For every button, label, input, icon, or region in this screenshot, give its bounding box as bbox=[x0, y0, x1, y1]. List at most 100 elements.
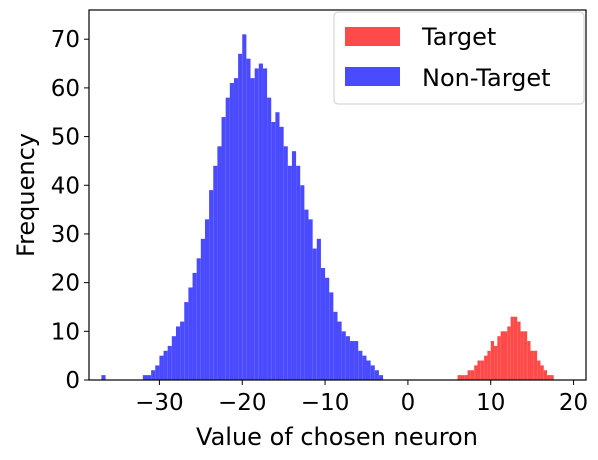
bar-non-target bbox=[362, 355, 367, 380]
bar-non-target bbox=[279, 126, 284, 380]
bar-non-target bbox=[250, 78, 255, 380]
y-tick-label: 60 bbox=[51, 76, 80, 102]
bar-non-target bbox=[354, 341, 359, 380]
bar-non-target bbox=[341, 331, 346, 380]
y-tick-label: 50 bbox=[51, 125, 80, 151]
bar-target bbox=[537, 360, 541, 380]
bar-target bbox=[520, 331, 524, 380]
bar-non-target bbox=[333, 311, 338, 380]
bar-non-target bbox=[345, 336, 350, 380]
bar-non-target bbox=[287, 165, 292, 380]
bar-non-target bbox=[246, 58, 251, 381]
y-tick-label: 0 bbox=[65, 368, 80, 394]
x-tick-label: −10 bbox=[301, 390, 350, 416]
x-tick-label: 20 bbox=[559, 390, 588, 416]
bar-non-target bbox=[366, 360, 371, 380]
bar-target bbox=[464, 375, 468, 380]
bar-non-target bbox=[296, 165, 301, 380]
legend: Target Non-Target bbox=[333, 11, 585, 105]
bar-target bbox=[500, 331, 504, 380]
bar-target bbox=[550, 375, 554, 380]
bar-non-target bbox=[262, 68, 268, 381]
bar-target bbox=[490, 341, 495, 380]
bar-target bbox=[460, 375, 465, 380]
bar-non-target bbox=[159, 355, 164, 380]
bar-target bbox=[467, 370, 471, 380]
y-tick-label: 30 bbox=[51, 222, 80, 248]
bar-non-target bbox=[300, 185, 305, 380]
bar-target bbox=[510, 316, 514, 380]
x-tick-label: −30 bbox=[135, 390, 184, 416]
bar-non-target bbox=[204, 219, 210, 380]
bar-target bbox=[497, 336, 501, 380]
bar-non-target bbox=[155, 365, 160, 380]
bar-non-target bbox=[142, 375, 147, 380]
bar-non-target bbox=[320, 268, 326, 380]
y-tick-label: 70 bbox=[51, 27, 80, 53]
bar-non-target bbox=[358, 350, 363, 380]
bar-target bbox=[477, 360, 481, 380]
bar-non-target bbox=[200, 238, 205, 380]
x-axis: −30 −20 −10 0 10 20 bbox=[135, 380, 588, 416]
bar-non-target bbox=[180, 321, 185, 380]
bar-non-target bbox=[238, 53, 243, 380]
bar-target bbox=[540, 365, 544, 380]
bar-non-target bbox=[291, 151, 297, 380]
bar-non-target bbox=[271, 121, 276, 380]
bar-non-target bbox=[188, 287, 193, 380]
bar-non-target bbox=[283, 146, 288, 380]
bar-non-target bbox=[192, 272, 197, 380]
bar-non-target bbox=[370, 365, 375, 380]
legend-label-non-target: Non-Target bbox=[422, 64, 551, 92]
legend-swatch-non-target bbox=[345, 67, 400, 86]
bar-target bbox=[543, 370, 548, 380]
bar-target bbox=[533, 350, 538, 380]
legend-swatch-target bbox=[345, 27, 400, 46]
bar-non-target bbox=[225, 97, 230, 380]
bar-non-target bbox=[167, 345, 172, 380]
x-tick-label: −20 bbox=[218, 390, 267, 416]
bars-layer bbox=[101, 34, 554, 381]
bar-non-target bbox=[254, 68, 259, 381]
bar-target bbox=[494, 345, 498, 380]
bar-target bbox=[527, 341, 531, 380]
bar-non-target bbox=[213, 165, 218, 380]
x-axis-title: Value of chosen neuron bbox=[196, 423, 478, 451]
bar-non-target bbox=[209, 190, 214, 380]
bar-target bbox=[513, 316, 518, 380]
legend-label-target: Target bbox=[421, 23, 496, 51]
bar-target bbox=[547, 375, 551, 380]
y-tick-label: 20 bbox=[51, 271, 80, 297]
bar-non-target bbox=[163, 350, 168, 380]
bar-non-target bbox=[304, 209, 309, 380]
bar-non-target bbox=[349, 341, 355, 380]
bar-target bbox=[517, 321, 521, 380]
bar-target bbox=[480, 360, 485, 380]
bar-non-target bbox=[275, 112, 280, 381]
bar-non-target bbox=[175, 326, 181, 380]
y-tick-label: 10 bbox=[51, 319, 80, 345]
bar-non-target bbox=[308, 219, 313, 380]
bar-non-target bbox=[101, 375, 106, 380]
bar-target bbox=[530, 350, 534, 380]
bar-non-target bbox=[267, 97, 272, 380]
x-tick-label: 0 bbox=[401, 390, 416, 416]
bar-non-target bbox=[233, 78, 239, 380]
y-axis: 0 10 20 30 40 50 60 70 bbox=[51, 27, 89, 394]
bar-target bbox=[484, 355, 488, 380]
bar-target bbox=[487, 350, 491, 380]
bar-non-target bbox=[325, 277, 330, 380]
bar-non-target bbox=[316, 238, 321, 380]
y-axis-title: Frequency bbox=[12, 133, 40, 257]
bar-non-target bbox=[146, 375, 152, 380]
bar-target bbox=[474, 365, 478, 380]
bar-non-target bbox=[242, 34, 247, 381]
bar-non-target bbox=[374, 370, 379, 380]
y-tick-label: 40 bbox=[51, 173, 80, 199]
bar-target bbox=[504, 331, 508, 380]
bar-non-target bbox=[229, 83, 234, 380]
bar-non-target bbox=[337, 321, 342, 380]
bar-target bbox=[523, 331, 528, 380]
bar-non-target bbox=[221, 117, 226, 381]
